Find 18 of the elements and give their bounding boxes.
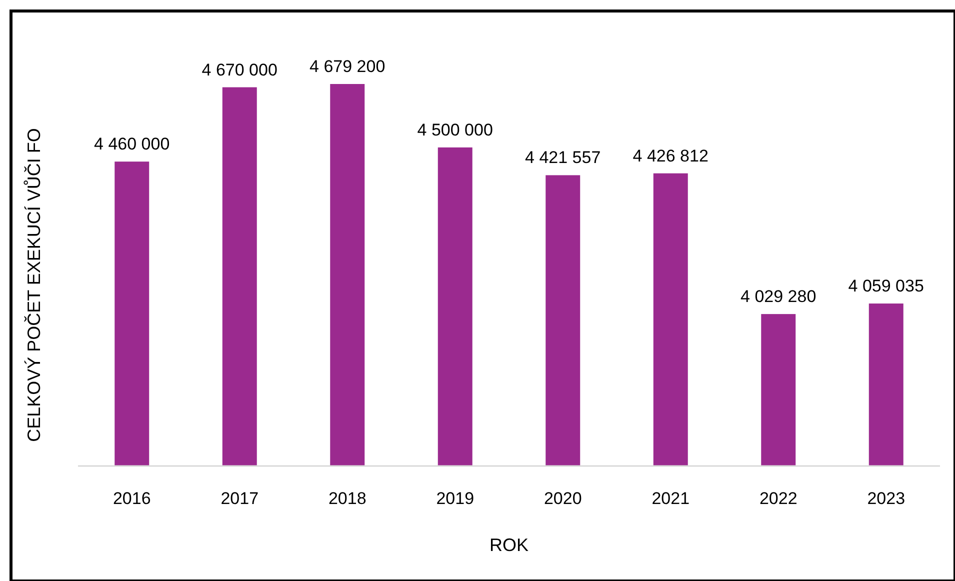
data-label: 4 421 557 — [525, 148, 601, 168]
data-label: 4 460 000 — [94, 134, 170, 154]
x-tick-label: 2021 — [652, 489, 690, 508]
data-label: 4 426 812 — [632, 146, 708, 166]
x-axis-title: ROK — [489, 535, 529, 555]
x-tick-label: 2020 — [544, 489, 582, 508]
x-tick-label: 2016 — [112, 489, 151, 508]
y-axis-title: CELKOVÝ POČET EXEKUCÍ VŮČI FO — [23, 128, 44, 442]
x-tick-label: 2019 — [436, 489, 474, 508]
x-tick-label: 2017 — [220, 489, 259, 508]
x-tick-label: 2023 — [867, 489, 906, 508]
data-label: 4 500 000 — [417, 120, 493, 140]
data-label: 4 679 200 — [310, 57, 386, 76]
x-tick-label: 2022 — [759, 489, 798, 508]
data-label: 4 029 280 — [740, 287, 816, 306]
data-label: 4 670 000 — [202, 60, 278, 80]
x-tick-label: 2018 — [328, 489, 366, 508]
data-label: 4 059 035 — [848, 276, 924, 296]
